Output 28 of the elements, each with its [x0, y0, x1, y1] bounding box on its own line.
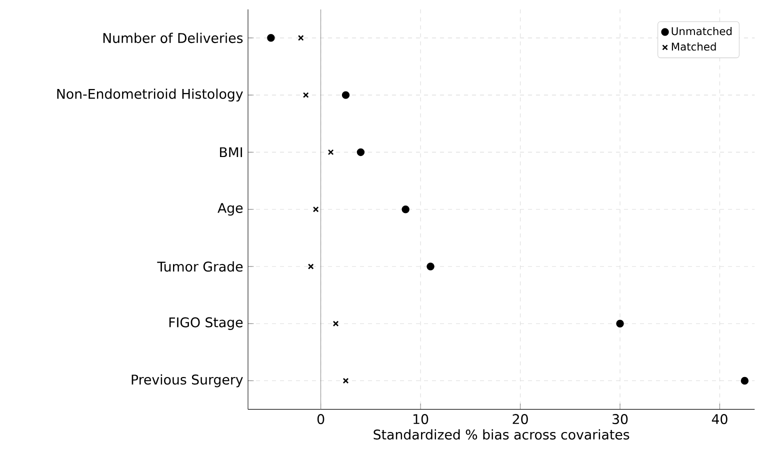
legend-label: Unmatched [672, 27, 732, 36]
point [312, 206, 319, 212]
y-tick-label: Age [218, 203, 243, 216]
y-tick-label: Number of Deliveries [103, 32, 243, 44]
y-tick-label: Previous Surgery [132, 374, 243, 388]
legend-label: Matched [672, 42, 716, 51]
x-tick-label: 0 [317, 414, 324, 424]
point [298, 35, 304, 42]
x-tick-label: 40 [712, 414, 728, 424]
point [426, 262, 434, 271]
point [302, 92, 309, 98]
y-tick-label: Non-Endometrioid Histology [57, 88, 243, 102]
point [342, 91, 350, 100]
point [356, 148, 365, 156]
x-axis-title: Standardized % bias across covariates [374, 429, 630, 440]
y-tick-label: Tumor Grade [157, 261, 243, 272]
point [616, 320, 624, 328]
x-tick-label: 20 [512, 414, 528, 424]
point [267, 34, 275, 42]
point [402, 206, 410, 214]
x-tick-label: 10 [414, 414, 428, 424]
point [328, 149, 334, 156]
y-tick-label: BMI [220, 148, 242, 158]
y-tick-label: FIGO Stage [169, 317, 243, 330]
point [308, 264, 314, 270]
x-tick-label: 30 [612, 414, 628, 424]
point [332, 320, 339, 327]
point [342, 378, 349, 384]
